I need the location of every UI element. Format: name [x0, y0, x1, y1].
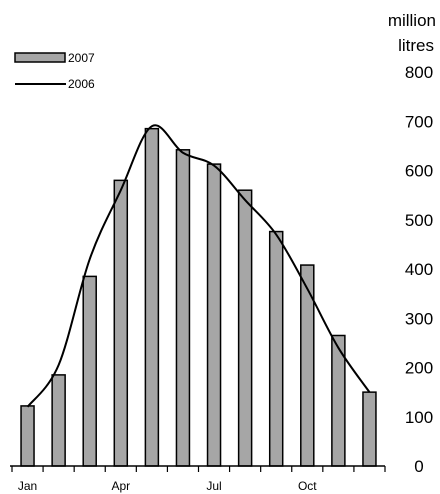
y-tick-label-700: 700	[405, 112, 433, 131]
bar-aug	[237, 189, 253, 467]
bar-jul	[206, 163, 222, 467]
bar-feb	[51, 374, 66, 467]
bar-dec	[362, 391, 377, 467]
x-axis-ticks	[11, 466, 386, 472]
x-tick-label-jul: Jul	[206, 479, 221, 493]
bar-apr	[113, 179, 129, 467]
legend-label-2007: 2007	[68, 51, 95, 65]
y-tick-label-400: 400	[405, 260, 433, 279]
y-tick-label-500: 500	[405, 211, 433, 230]
y-axis-unit-line-2: litres	[398, 36, 434, 55]
bar-mar	[82, 275, 97, 467]
x-tick-label-apr: Apr	[111, 479, 130, 493]
y-axis-tick-labels: 0 100 200 300 400 500 600 700 800	[405, 63, 433, 476]
bar-jun	[175, 149, 191, 467]
legend-label-2006: 2006	[68, 77, 95, 91]
bar-sep	[268, 230, 284, 467]
x-axis-tick-labels: Jan Apr Jul Oct	[18, 479, 317, 493]
line-series-2006	[26, 124, 371, 408]
x-tick-label-oct: Oct	[298, 479, 317, 493]
y-tick-label-0: 0	[414, 457, 423, 476]
legend: 2007 2006	[14, 51, 95, 91]
legend-swatch-2007	[14, 52, 66, 63]
y-tick-label-100: 100	[405, 408, 433, 427]
y-tick-label-200: 200	[405, 359, 433, 378]
bar-jan	[20, 405, 35, 467]
bar-may	[144, 127, 160, 467]
y-tick-label-300: 300	[405, 309, 433, 328]
x-tick-label-jan: Jan	[18, 479, 37, 493]
y-axis-unit-line-1: million	[388, 11, 436, 30]
y-tick-label-600: 600	[405, 162, 433, 181]
y-tick-label-800: 800	[405, 63, 433, 82]
bar-series-2007	[20, 127, 377, 467]
